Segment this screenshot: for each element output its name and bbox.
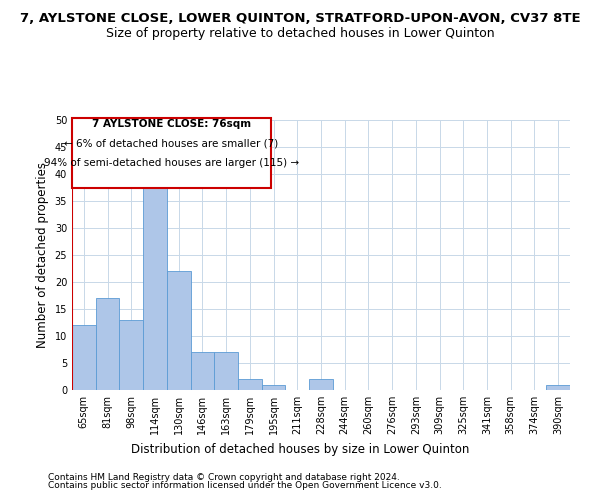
Bar bbox=[191, 352, 214, 390]
Bar bbox=[96, 298, 119, 390]
Text: Contains public sector information licensed under the Open Government Licence v3: Contains public sector information licen… bbox=[48, 481, 442, 490]
Bar bbox=[262, 384, 286, 390]
Text: Distribution of detached houses by size in Lower Quinton: Distribution of detached houses by size … bbox=[131, 442, 469, 456]
Bar bbox=[309, 379, 333, 390]
Text: 94% of semi-detached houses are larger (115) →: 94% of semi-detached houses are larger (… bbox=[44, 158, 299, 168]
Text: 7 AYLSTONE CLOSE: 76sqm: 7 AYLSTONE CLOSE: 76sqm bbox=[92, 119, 251, 129]
Text: Size of property relative to detached houses in Lower Quinton: Size of property relative to detached ho… bbox=[106, 28, 494, 40]
Y-axis label: Number of detached properties: Number of detached properties bbox=[36, 162, 49, 348]
Text: 7, AYLSTONE CLOSE, LOWER QUINTON, STRATFORD-UPON-AVON, CV37 8TE: 7, AYLSTONE CLOSE, LOWER QUINTON, STRATF… bbox=[20, 12, 580, 26]
Bar bbox=[214, 352, 238, 390]
Bar bbox=[143, 180, 167, 390]
Bar bbox=[238, 379, 262, 390]
Bar bbox=[72, 325, 96, 390]
Bar bbox=[546, 384, 570, 390]
Bar bbox=[167, 271, 191, 390]
Bar bbox=[119, 320, 143, 390]
Text: Contains HM Land Registry data © Crown copyright and database right 2024.: Contains HM Land Registry data © Crown c… bbox=[48, 472, 400, 482]
Text: ← 6% of detached houses are smaller (7): ← 6% of detached houses are smaller (7) bbox=[64, 139, 279, 149]
